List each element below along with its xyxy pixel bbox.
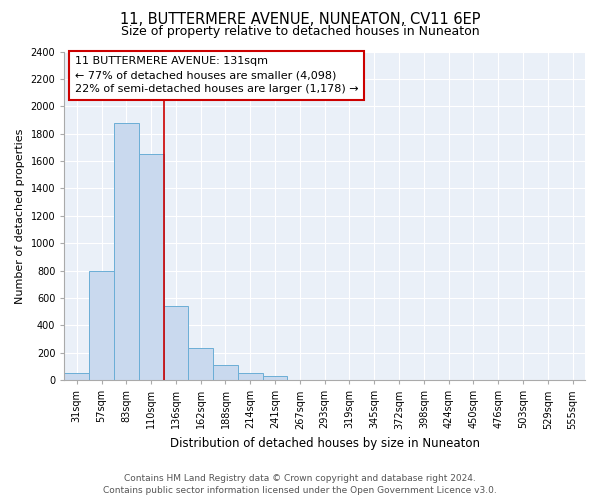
Bar	[139, 154, 164, 380]
Text: 11 BUTTERMERE AVENUE: 131sqm
← 77% of detached houses are smaller (4,098)
22% of: 11 BUTTERMERE AVENUE: 131sqm ← 77% of de…	[75, 56, 358, 94]
Bar	[114, 122, 139, 380]
Text: Size of property relative to detached houses in Nuneaton: Size of property relative to detached ho…	[121, 25, 479, 38]
Text: 11, BUTTERMERE AVENUE, NUNEATON, CV11 6EP: 11, BUTTERMERE AVENUE, NUNEATON, CV11 6E…	[120, 12, 480, 28]
Bar	[213, 365, 238, 380]
Bar	[89, 270, 114, 380]
Text: Contains HM Land Registry data © Crown copyright and database right 2024.
Contai: Contains HM Land Registry data © Crown c…	[103, 474, 497, 495]
Bar	[164, 306, 188, 380]
Bar	[64, 374, 89, 380]
Bar	[188, 348, 213, 380]
Bar	[263, 376, 287, 380]
Y-axis label: Number of detached properties: Number of detached properties	[15, 128, 25, 304]
Bar	[238, 374, 263, 380]
X-axis label: Distribution of detached houses by size in Nuneaton: Distribution of detached houses by size …	[170, 437, 479, 450]
